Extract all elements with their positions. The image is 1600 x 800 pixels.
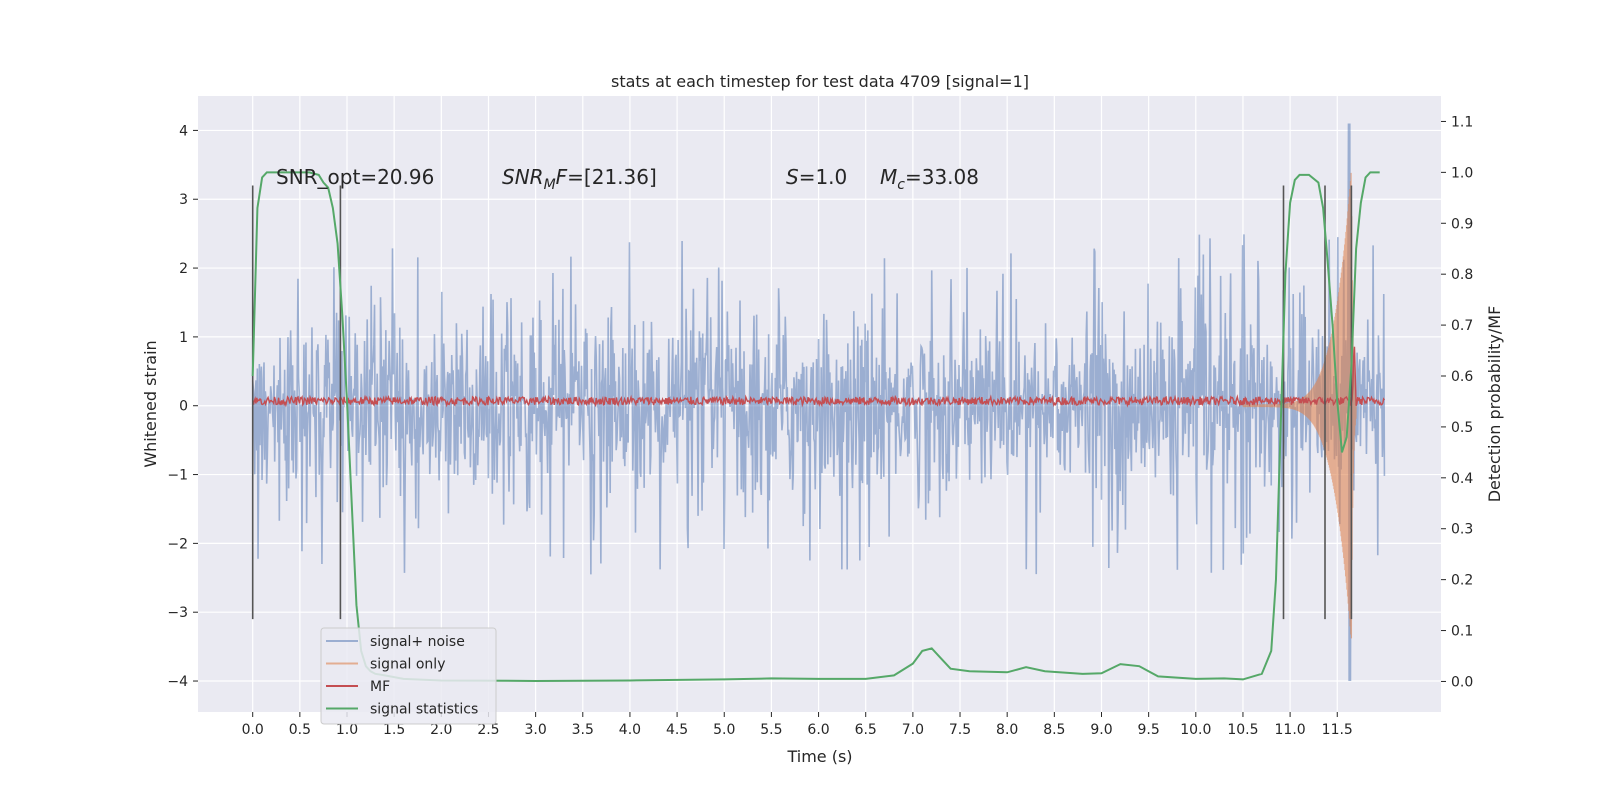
- legend: signal+ noise signal only MF signal statist…: [320, 627, 497, 725]
- snr-mf-value: =[21.36]: [567, 165, 657, 189]
- y-left-tick-label: 3: [179, 192, 188, 208]
- x-tick-label: 0.0: [242, 722, 264, 738]
- legend-label: signal only: [370, 657, 445, 673]
- y-left-tick-label: −2: [167, 536, 188, 552]
- y-right-tick-label: 1.1: [1451, 114, 1473, 130]
- series-signal-only: [1242, 172, 1357, 639]
- s-value: =1.0: [799, 165, 848, 189]
- series-layer: [251, 123, 1386, 682]
- y-right-tick-label: 0.7: [1451, 318, 1473, 334]
- x-tick-label: 2.5: [477, 722, 499, 738]
- annotation-snr-mf: SNRMF=[21.36]: [502, 165, 657, 193]
- legend-box: [320, 627, 497, 725]
- annotation-s: S=1.0: [786, 165, 847, 189]
- y-right-tick-label: 0.8: [1451, 267, 1473, 283]
- y-left-tick-label: 1: [179, 330, 188, 346]
- y-right-tick-label: 0.2: [1451, 573, 1473, 589]
- annotation-snr-opt: SNR_opt=20.96: [276, 165, 434, 189]
- x-tick-label: 1.0: [336, 722, 358, 738]
- mc-subscript: c: [897, 177, 905, 193]
- x-tick-label: 0.5: [289, 722, 311, 738]
- y-left-tick-label: −3: [167, 605, 188, 621]
- axes-layer: 0.0 0.5 1.0 1.5 2.0 2.5 3.0 3.5 4.0 4.5 5.0 5.5 6.0 6…: [167, 114, 1473, 738]
- y-left-tick-label: −1: [167, 468, 188, 484]
- snr-mf-suffix: F: [556, 165, 568, 189]
- x-tick-label: 3.5: [572, 722, 594, 738]
- x-tick-label: 9.5: [1138, 722, 1160, 738]
- y-axis-left-label: Whitened strain: [141, 340, 160, 467]
- x-tick-label: 4.0: [619, 722, 641, 738]
- legend-label: MF: [370, 679, 390, 695]
- x-tick-label: 11.0: [1275, 722, 1306, 738]
- y-right-tick-label: 0.1: [1451, 624, 1473, 640]
- x-tick-label: 8.0: [996, 722, 1018, 738]
- y-right-tick-label: 0.4: [1451, 471, 1473, 487]
- x-tick-label: 5.5: [760, 722, 782, 738]
- x-tick-label: 2.0: [430, 722, 452, 738]
- y-left-tick-label: 0: [179, 399, 188, 415]
- x-tick-label: 6.0: [807, 722, 829, 738]
- mc-value: =33.08: [905, 165, 979, 189]
- x-tick-label: 8.5: [1043, 722, 1065, 738]
- series-signal-statistics: [251, 171, 1380, 682]
- annotation-mc: Mc=33.08: [880, 165, 979, 193]
- x-axis-label: Time (s): [786, 747, 852, 766]
- x-tick-label: 1.5: [383, 722, 405, 738]
- y-right-tick-label: 0.6: [1451, 369, 1473, 385]
- s-symbol: S: [786, 165, 799, 189]
- x-tick-label: 4.5: [666, 722, 688, 738]
- series-mf: [252, 346, 1385, 408]
- y-left-tick-label: 4: [179, 123, 188, 139]
- y-right-tick-label: 0.9: [1451, 216, 1473, 232]
- y-right-tick-label: 1.0: [1451, 165, 1473, 181]
- y-right-tick-label: 0.3: [1451, 522, 1473, 538]
- chart-title: stats at each timestep for test data 470…: [611, 72, 1029, 91]
- snr-mf-symbol: SNR: [502, 165, 544, 189]
- series-signal-noise: [251, 123, 1386, 682]
- x-tick-label: 11.5: [1322, 722, 1353, 738]
- y-left-tick-label: 2: [179, 261, 188, 277]
- legend-label: signal statistics: [370, 702, 478, 718]
- x-tick-label: 7.0: [902, 722, 924, 738]
- x-tick-label: 10.0: [1180, 722, 1211, 738]
- y-right-tick-label: 0.5: [1451, 420, 1473, 436]
- x-tick-label: 9.0: [1090, 722, 1112, 738]
- y-right-tick-label: 0.0: [1451, 674, 1473, 690]
- snr-mf-subscript: M: [544, 177, 556, 193]
- x-tick-label: 7.5: [949, 722, 971, 738]
- y-axis-right-label: Detection probability/MF: [1485, 306, 1504, 503]
- x-tick-label: 3.0: [524, 722, 546, 738]
- mc-symbol: M: [880, 165, 897, 189]
- y-left-tick-label: −4: [167, 674, 188, 690]
- x-tick-label: 10.5: [1227, 722, 1258, 738]
- x-tick-label: 6.5: [855, 722, 877, 738]
- legend-label: signal+ noise: [370, 634, 465, 650]
- x-tick-label: 5.0: [713, 722, 735, 738]
